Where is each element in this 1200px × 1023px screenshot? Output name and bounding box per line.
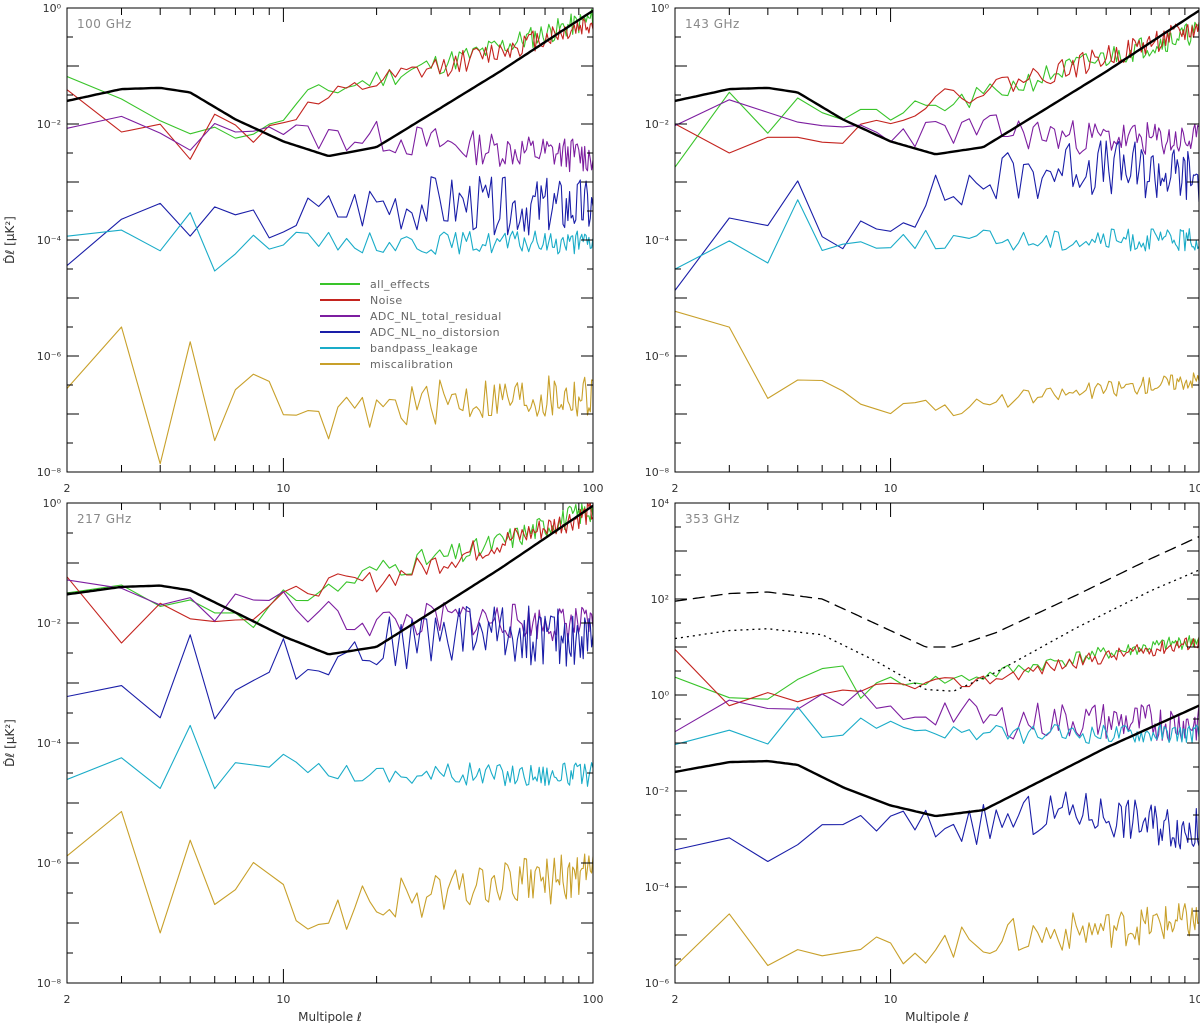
legend-label-noise: Noise xyxy=(370,294,403,307)
y-tick-label: 10⁰ xyxy=(43,497,62,510)
y-axis-title: D̂ℓ [μK²] xyxy=(3,719,17,767)
legend-label-miscalibration: miscalibration xyxy=(370,358,453,371)
panel-label: 353 GHz xyxy=(685,512,740,526)
x-axis-title: Multipole ℓ xyxy=(298,1010,362,1023)
series-bandpass-leakage xyxy=(675,199,1199,270)
y-tick-label: 10⁻² xyxy=(645,118,669,131)
axis-frame xyxy=(66,7,594,473)
x-tick-label: 10 xyxy=(884,482,898,495)
panel-353ghz: 2 10 100 10⁻⁶ 10⁻⁴ 10⁻² 10⁰ 10² 10⁴ 353 GHz Multip… xyxy=(645,497,1200,1023)
model-curve-solid xyxy=(675,704,1199,818)
plot-area xyxy=(67,8,593,465)
x-axis-title: Multipole ℓ xyxy=(905,1010,969,1023)
model-curve-solid xyxy=(67,504,593,656)
y-tick-label: 10⁻⁶ xyxy=(645,350,670,363)
y-tick-label: 10⁰ xyxy=(651,689,670,702)
series-adc-nl-total-residual xyxy=(67,579,593,643)
series-noise xyxy=(67,18,593,160)
series-bandpass-leakage xyxy=(67,212,593,272)
x-tick-label: 10 xyxy=(276,993,290,1006)
x-tick-label: 100 xyxy=(583,993,604,1006)
x-tick-label: 100 xyxy=(583,482,604,495)
plot-area xyxy=(675,536,1199,967)
x-tick-label: 2 xyxy=(672,993,679,1006)
panel-143ghz: 2 10 100 10⁻⁸ 10⁻⁶ 10⁻⁴ 10⁻² 10⁰ 143 GHz xyxy=(645,2,1200,495)
y-tick-label: 10⁻² xyxy=(645,785,669,798)
y-tick-label: 10⁻⁸ xyxy=(37,977,62,990)
axis-frame xyxy=(674,502,1200,984)
panel-100ghz: 2 10 100 10⁻⁸ 10⁻⁶ 10⁻⁴ 10⁻² 10⁰ 100 GHz D̂ℓ [μK²… xyxy=(3,2,604,495)
y-tick-label: 10⁻⁶ xyxy=(37,857,62,870)
y-tick-label: 10⁻² xyxy=(37,118,61,131)
plot-area xyxy=(675,9,1199,417)
panel-label: 143 GHz xyxy=(685,17,740,31)
series-adc-nl-no-distorsion xyxy=(67,605,593,720)
series-all-effects xyxy=(675,635,1199,700)
y-tick-label: 10⁻⁴ xyxy=(645,881,670,894)
model-curve-dashed xyxy=(675,536,1199,648)
panel-label: 100 GHz xyxy=(77,17,132,31)
legend-label-adc-nl-total-residual: ADC_NL_total_residual xyxy=(370,310,502,323)
y-tick-label: 10⁻⁴ xyxy=(645,234,670,247)
y-axis-title: D̂ℓ [μK²] xyxy=(3,216,17,264)
axis-frame xyxy=(674,7,1200,473)
y-tick-label: 10⁻⁸ xyxy=(645,466,670,479)
legend-label-adc-nl-no-distorsion: ADC_NL_no_distorsion xyxy=(370,326,500,339)
series-adc-nl-no-distorsion xyxy=(67,176,593,267)
y-tick-label: 10⁻⁶ xyxy=(37,350,62,363)
series-adc-nl-no-distorsion xyxy=(675,791,1199,863)
model-curve-solid xyxy=(675,9,1199,156)
legend: all_effects Noise ADC_NL_total_residual ADC… xyxy=(320,278,502,371)
plot-area xyxy=(67,503,593,934)
y-tick-label: 10⁴ xyxy=(651,497,670,510)
y-tick-label: 10⁰ xyxy=(43,2,62,15)
legend-label-all-effects: all_effects xyxy=(370,278,430,291)
series-adc-nl-total-residual xyxy=(67,115,593,173)
legend-label-bandpass-leakage: bandpass_leakage xyxy=(370,342,478,355)
series-adc-nl-no-distorsion xyxy=(675,140,1199,291)
series-miscalibration xyxy=(67,326,593,465)
panel-label: 217 GHz xyxy=(77,512,132,526)
series-adc-nl-total-residual xyxy=(675,99,1199,155)
series-miscalibration xyxy=(67,810,593,934)
x-tick-label: 2 xyxy=(64,482,71,495)
panel-217ghz: 2 10 100 10⁻⁸ 10⁻⁶ 10⁻⁴ 10⁻² 10⁰ 217 GHz Multipol… xyxy=(3,497,604,1023)
y-tick-label: 10⁻⁴ xyxy=(37,737,62,750)
y-tick-label: 10⁻⁴ xyxy=(37,234,62,247)
x-tick-label: 10 xyxy=(884,993,898,1006)
x-tick-label: 100 xyxy=(1189,482,1200,495)
x-tick-label: 10 xyxy=(276,482,290,495)
series-noise xyxy=(675,636,1199,707)
series-noise xyxy=(67,503,593,644)
x-tick-label: 100 xyxy=(1189,993,1200,1006)
axis-frame xyxy=(66,502,594,984)
series-all-effects xyxy=(67,503,593,629)
y-tick-label: 10⁻⁶ xyxy=(645,977,670,990)
x-tick-label: 2 xyxy=(672,482,679,495)
x-tick-label: 2 xyxy=(64,993,71,1006)
model-curve-dotted xyxy=(675,569,1199,692)
series-bandpass-leakage xyxy=(675,706,1199,746)
series-bandpass-leakage xyxy=(67,724,593,790)
series-miscalibration xyxy=(675,310,1199,417)
y-tick-label: 10⁻⁸ xyxy=(37,466,62,479)
series-all-effects xyxy=(67,8,593,139)
y-tick-label: 10⁰ xyxy=(651,2,670,15)
y-tick-label: 10² xyxy=(651,593,669,606)
model-curve-solid xyxy=(67,9,593,158)
y-tick-label: 10⁻² xyxy=(37,617,61,630)
series-miscalibration xyxy=(675,903,1199,967)
